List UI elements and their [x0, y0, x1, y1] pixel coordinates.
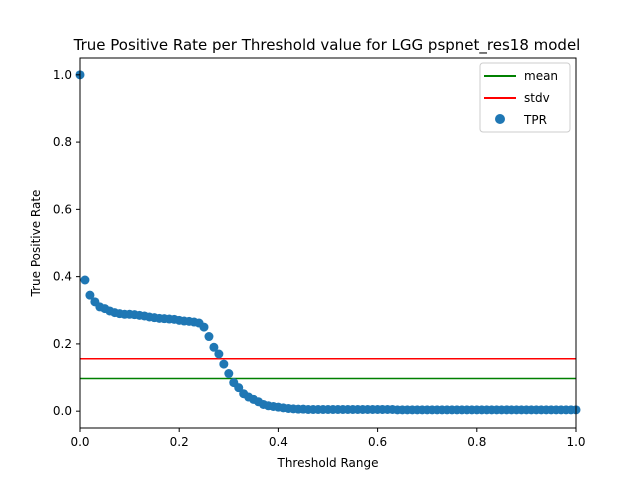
x-tick-label: 0.8	[467, 435, 486, 449]
x-axis-ticks: 0.0 0.2 0.4 0.6 0.8 1.0	[70, 428, 586, 449]
y-tick-label: 0.6	[53, 202, 72, 216]
y-axis-ticks: 0.0 0.2 0.4 0.6 0.8 1.0	[53, 68, 80, 418]
chart-title: True Positive Rate per Threshold value f…	[73, 36, 581, 55]
plot-frame	[79, 57, 577, 429]
tpr-point	[85, 290, 95, 300]
y-tick-label: 0.8	[53, 135, 72, 149]
y-tick-label: 0.0	[53, 404, 72, 418]
scatter-points	[75, 70, 581, 415]
y-tick-label: 1.0	[53, 68, 72, 82]
legend: mean stdv TPR	[479, 62, 571, 133]
x-axis-label: Threshold Range	[277, 456, 379, 470]
legend-tpr-label: TPR	[523, 113, 547, 127]
tpr-point	[214, 349, 224, 359]
x-tick-label: 0.6	[368, 435, 387, 449]
tpr-point	[199, 322, 209, 332]
x-tick-label: 0.4	[269, 435, 288, 449]
tpr-point	[204, 332, 214, 342]
y-tick-label: 0.4	[53, 270, 72, 284]
x-tick-label: 0.0	[70, 435, 89, 449]
legend-stdv-label: stdv	[524, 91, 550, 105]
y-tick-label: 0.2	[53, 337, 72, 351]
legend-tpr-swatch	[495, 114, 505, 124]
tpr-point	[219, 359, 229, 369]
x-tick-label: 0.2	[170, 435, 189, 449]
tpr-point	[80, 275, 90, 285]
y-axis-label: True Positive Rate	[29, 190, 43, 298]
x-tick-label: 1.0	[566, 435, 585, 449]
legend-mean-label: mean	[524, 69, 558, 83]
tpr-point	[224, 369, 234, 379]
reference-lines	[80, 357, 576, 380]
tpr-point	[209, 342, 219, 352]
tpr-point	[234, 383, 244, 393]
